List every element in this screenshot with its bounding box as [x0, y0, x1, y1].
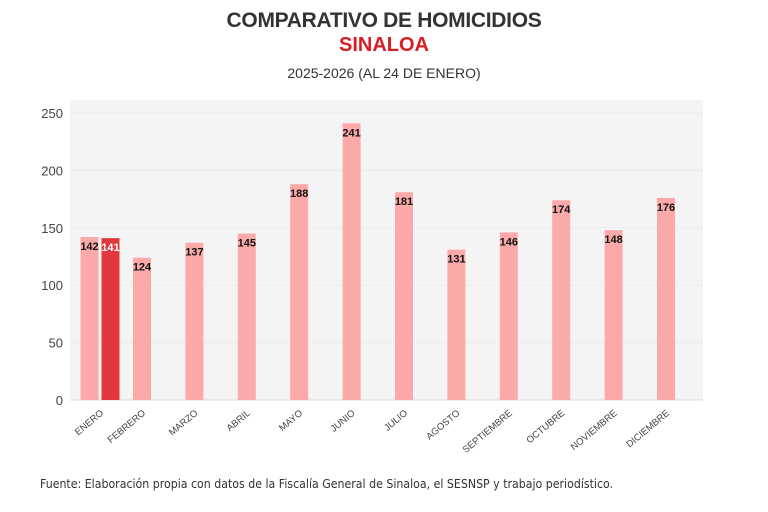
x-tick-label: ABRIL: [225, 408, 253, 434]
bar-2025: [133, 257, 151, 400]
bar-2025: [290, 184, 309, 400]
bar-2025: [552, 200, 571, 400]
data-label: 131: [447, 254, 465, 266]
y-tick-label: 50: [49, 336, 63, 351]
plot-area: [70, 100, 703, 400]
x-tick-label: FEBRERO: [106, 408, 148, 446]
bar-chart: 0 50 100 150 200 250 142 141 ENERO 124 FEBRERO 137 M…: [41, 100, 703, 456]
x-tick-label: SEPTIEMBRE: [461, 408, 515, 456]
source-note: Fuente: Elaboración propia con datos de …: [40, 476, 614, 491]
bar-2025: [395, 192, 413, 400]
data-label: 124: [133, 262, 152, 274]
bar-2025: [185, 242, 204, 400]
y-tick-label: 250: [41, 106, 63, 121]
bar-2025: [342, 123, 361, 400]
x-tick-label: OCTUBRE: [524, 408, 567, 446]
data-label: 241: [342, 127, 360, 139]
bar-2025: [237, 233, 256, 400]
bar-2025: [80, 236, 99, 400]
data-label: 141: [101, 242, 119, 254]
x-tick-label: MARZO: [167, 408, 200, 438]
bar-2025: [657, 197, 675, 400]
bar-2025: [499, 232, 518, 400]
data-label: 137: [185, 247, 203, 259]
x-tick-label: JUNIO: [329, 408, 358, 435]
x-tick-label: AGOSTO: [424, 408, 462, 442]
y-tick-label: 150: [41, 221, 63, 236]
x-tick-label: MAYO: [277, 408, 305, 434]
data-label: 176: [657, 202, 675, 214]
x-tick-label: NOVIEMBRE: [569, 408, 620, 453]
y-tick-label: 100: [41, 278, 63, 293]
data-label: 145: [238, 238, 256, 250]
data-label: 146: [500, 236, 518, 248]
chart-region: SINALOA: [339, 34, 429, 56]
data-label: 148: [604, 234, 622, 246]
data-label: 188: [290, 188, 308, 200]
chart-period: 2025-2026 (AL 24 DE ENERO): [287, 65, 481, 81]
x-tick-label: DICIEMBRE: [624, 408, 672, 450]
chart-title: COMPARATIVO DE HOMICIDIOS: [226, 9, 542, 32]
data-label: 174: [552, 204, 571, 216]
y-tick-label: 200: [41, 163, 63, 178]
bar-2025: [447, 249, 466, 400]
bar-2026: [101, 238, 120, 400]
data-label: 142: [80, 241, 98, 253]
x-tick-label: ENERO: [73, 408, 106, 438]
data-label: 181: [395, 196, 413, 208]
x-tick-label: JULIO: [382, 408, 410, 434]
y-tick-label: 0: [56, 393, 63, 408]
bar-2025: [604, 230, 623, 400]
